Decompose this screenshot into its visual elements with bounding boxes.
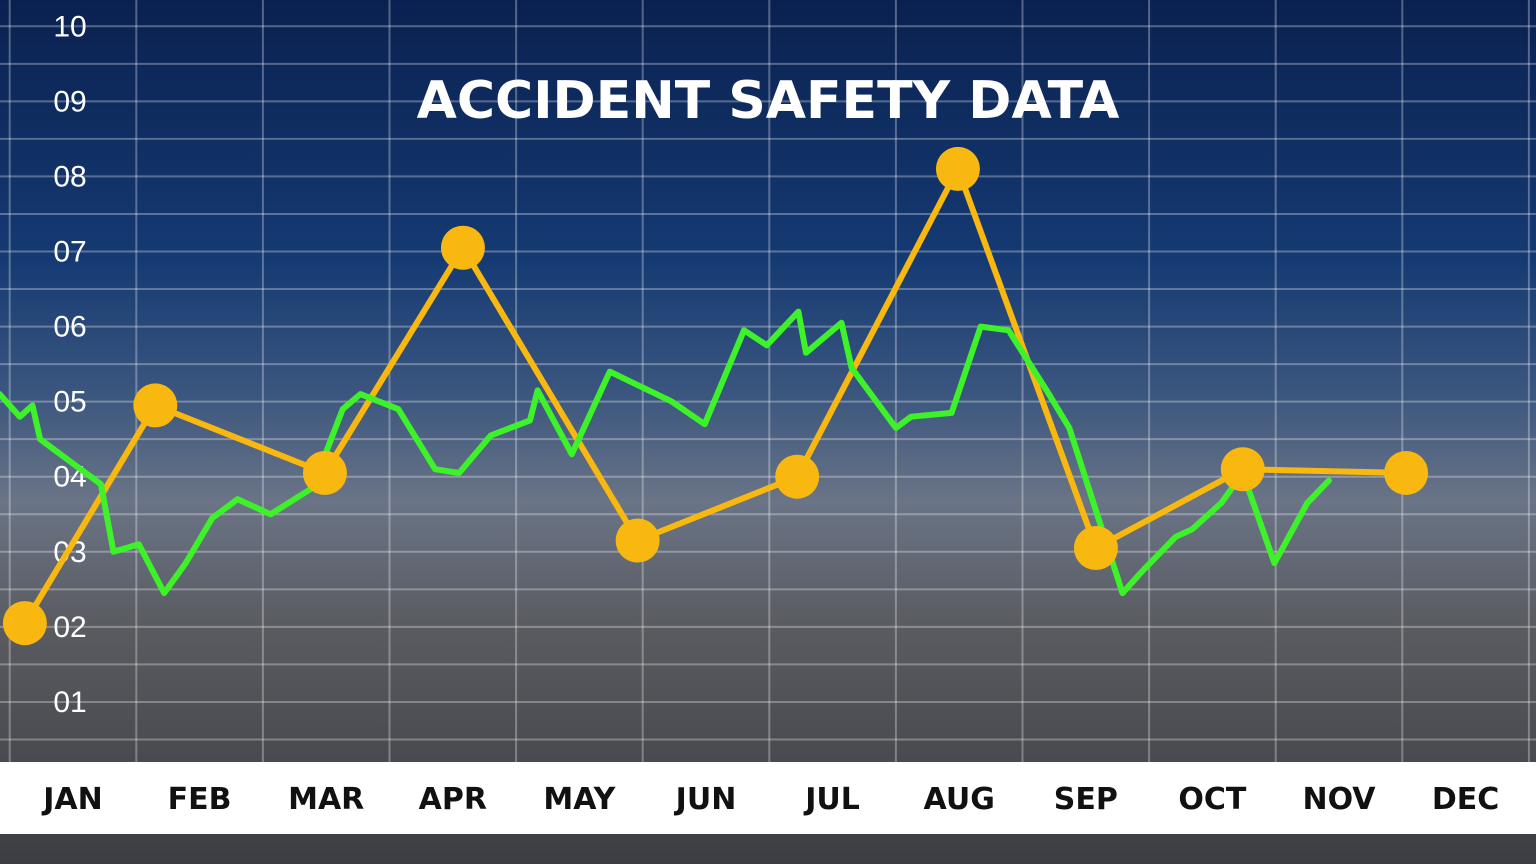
y-tick-label: 05 <box>53 386 86 419</box>
data-point <box>133 383 178 428</box>
data-point <box>2 601 47 646</box>
x-tick-label: SEP <box>1054 782 1118 817</box>
y-tick-label: 06 <box>53 311 86 344</box>
y-tick-label: 10 <box>53 10 86 43</box>
x-tick-label: MAY <box>543 782 616 817</box>
x-tick-label: DEC <box>1432 782 1499 817</box>
data-point <box>615 518 660 563</box>
x-tick-label: NOV <box>1302 782 1376 817</box>
series-lines <box>0 165 1410 627</box>
y-tick-label: 04 <box>53 461 86 494</box>
series-line-1 <box>21 165 1410 627</box>
x-axis: JAN FEB MAR APR MAY JUN JUL AUG SEP OCT NOV DEC <box>41 782 1499 817</box>
x-tick-label: JAN <box>41 782 103 817</box>
y-tick-label: 08 <box>53 160 86 193</box>
x-axis-band <box>0 762 1536 834</box>
x-tick-label: AUG <box>924 782 995 817</box>
data-point <box>1384 450 1429 495</box>
y-tick-label: 02 <box>53 611 86 644</box>
x-tick-label: OCT <box>1178 782 1247 817</box>
data-point <box>935 146 980 191</box>
x-tick-label: JUN <box>674 782 737 817</box>
data-point <box>1073 526 1118 571</box>
y-tick-label: 01 <box>53 686 86 719</box>
x-tick-label: MAR <box>288 782 364 817</box>
chart-grid <box>0 0 1536 762</box>
x-tick-label: JUL <box>803 782 860 817</box>
data-point <box>775 454 820 499</box>
y-tick-label: 07 <box>53 235 86 268</box>
data-point <box>440 225 485 270</box>
chart-title: ACCIDENT SAFETY DATA <box>417 71 1120 131</box>
data-point <box>302 450 347 495</box>
series-points <box>2 146 1429 646</box>
y-tick-label: 09 <box>53 85 86 118</box>
x-tick-label: APR <box>419 782 487 817</box>
series-line-2 <box>0 308 1332 597</box>
x-tick-label: FEB <box>168 782 232 817</box>
data-point <box>1220 447 1265 492</box>
